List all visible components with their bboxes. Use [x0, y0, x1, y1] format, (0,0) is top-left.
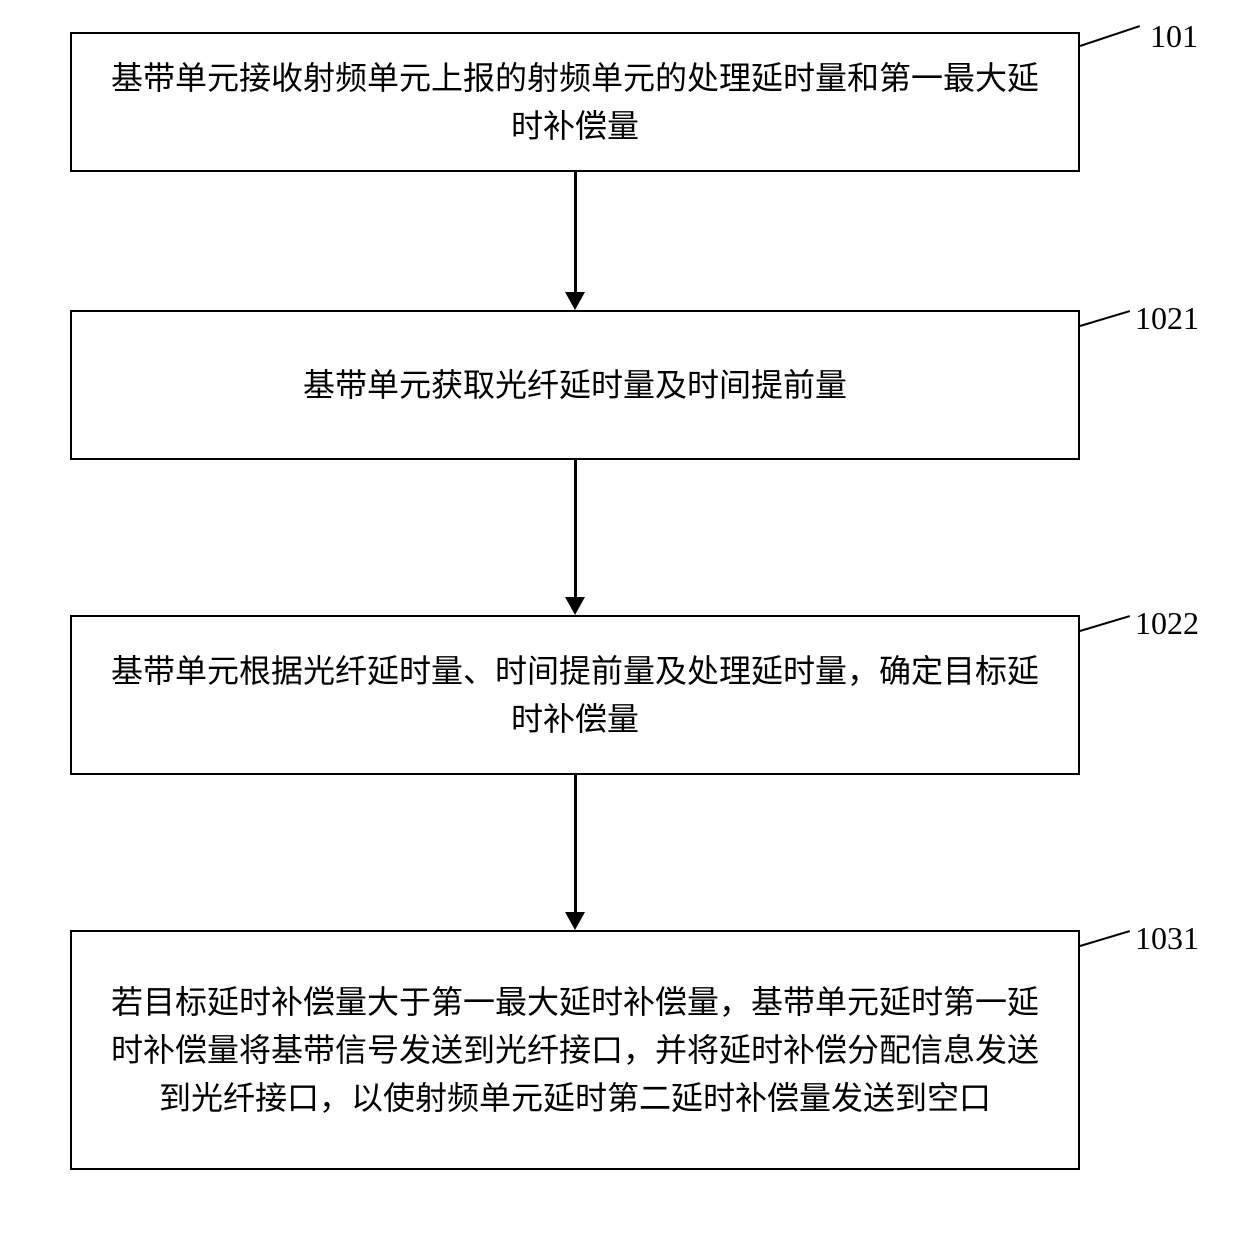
leader-1022	[1080, 615, 1131, 632]
arrow-line-3	[574, 775, 577, 912]
flow-step-1021-label: 1021	[1135, 300, 1199, 337]
arrow-head-1	[565, 292, 585, 310]
arrow-head-2	[565, 597, 585, 615]
flow-step-1022-text: 基带单元根据光纤延时量、时间提前量及处理延时量，确定目标延时补偿量	[96, 647, 1054, 743]
flow-step-1031: 若目标延时补偿量大于第一最大延时补偿量，基带单元延时第一延时补偿量将基带信号发送…	[70, 930, 1080, 1170]
flow-step-1022-label: 1022	[1135, 605, 1199, 642]
flow-step-1031-label: 1031	[1135, 920, 1199, 957]
flowchart-container: 基带单元接收射频单元上报的射频单元的处理延时量和第一最大延时补偿量 101 基带…	[0, 0, 1240, 1253]
arrow-line-2	[574, 460, 577, 597]
leader-1021	[1080, 310, 1131, 327]
arrow-line-1	[574, 172, 577, 292]
flow-step-1031-text: 若目标延时补偿量大于第一最大延时补偿量，基带单元延时第一延时补偿量将基带信号发送…	[96, 978, 1054, 1122]
leader-1031	[1080, 930, 1131, 947]
flow-step-1021: 基带单元获取光纤延时量及时间提前量	[70, 310, 1080, 460]
flow-step-101-label: 101	[1150, 18, 1198, 55]
flow-step-101-text: 基带单元接收射频单元上报的射频单元的处理延时量和第一最大延时补偿量	[96, 54, 1054, 150]
arrow-head-3	[565, 912, 585, 930]
leader-101	[1080, 25, 1141, 47]
flow-step-1022: 基带单元根据光纤延时量、时间提前量及处理延时量，确定目标延时补偿量	[70, 615, 1080, 775]
flow-step-1021-text: 基带单元获取光纤延时量及时间提前量	[303, 361, 847, 409]
flow-step-101: 基带单元接收射频单元上报的射频单元的处理延时量和第一最大延时补偿量	[70, 32, 1080, 172]
